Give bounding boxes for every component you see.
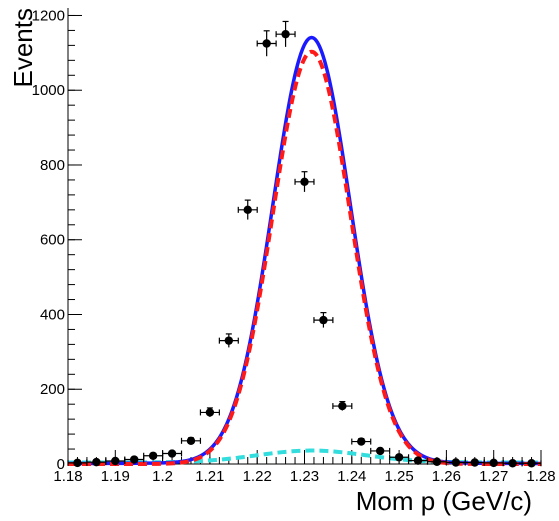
data-marker xyxy=(394,453,404,462)
data-point xyxy=(162,449,183,458)
y-tick-label: 1000 xyxy=(32,82,65,99)
data-point xyxy=(124,455,145,464)
data-points xyxy=(67,20,542,468)
x-axis: 1.18 1.19 1.2 1.21 1.22 1.23 1.24 1.25 1.26 1.27 1… xyxy=(53,450,556,485)
data-point xyxy=(256,30,277,57)
data-point xyxy=(86,457,107,467)
data-point xyxy=(521,459,542,468)
data-marker xyxy=(73,458,82,468)
y-tick-label: 1200 xyxy=(32,7,65,24)
data-point xyxy=(502,459,523,468)
data-marker xyxy=(357,437,366,446)
data-point xyxy=(275,20,296,47)
data-marker xyxy=(375,446,385,456)
data-point xyxy=(218,333,239,348)
data-marker xyxy=(508,459,517,468)
data-marker xyxy=(111,456,120,466)
data-marker xyxy=(130,455,139,464)
x-tick-label: 1.19 xyxy=(101,468,130,485)
data-point xyxy=(370,446,391,456)
data-point xyxy=(199,407,220,417)
data-marker xyxy=(148,451,158,460)
y-tick-label: 600 xyxy=(40,232,65,249)
data-marker xyxy=(413,456,423,465)
x-axis-title: Mom p (GeV/c) xyxy=(356,486,532,516)
data-point xyxy=(67,458,88,468)
x-tick-label: 1.24 xyxy=(337,468,366,485)
data-point xyxy=(407,456,429,465)
data-marker xyxy=(224,336,234,345)
y-tick-label: 0 xyxy=(57,456,65,473)
y-tick-label: 400 xyxy=(40,306,65,323)
data-marker xyxy=(489,458,498,468)
data-marker xyxy=(432,457,442,466)
data-point xyxy=(143,451,164,460)
x-tick-label: 1.23 xyxy=(290,468,319,485)
data-point xyxy=(313,312,334,328)
data-point xyxy=(237,199,258,220)
x-tick-label: 1.27 xyxy=(479,468,508,485)
data-marker xyxy=(205,408,215,417)
x-tick-label: 1.26 xyxy=(432,468,461,485)
data-marker xyxy=(281,29,290,39)
data-point xyxy=(294,171,315,192)
y-axis-title: Events xyxy=(8,8,38,88)
data-marker xyxy=(527,459,536,468)
data-point xyxy=(332,400,353,411)
y-tick-label: 200 xyxy=(40,381,65,398)
x-tick-label: 1.21 xyxy=(195,468,224,485)
data-marker xyxy=(451,458,461,467)
data-marker xyxy=(262,39,271,48)
x-tick-label: 1.22 xyxy=(243,468,272,485)
fit-curves xyxy=(68,35,542,466)
plot-frame xyxy=(67,8,541,465)
x-tick-label: 1.28 xyxy=(526,468,555,485)
data-marker xyxy=(92,457,101,467)
x-tick-label: 1.25 xyxy=(384,468,413,485)
data-marker xyxy=(300,177,309,187)
y-tick-label: 800 xyxy=(40,157,65,174)
data-marker xyxy=(338,401,347,411)
x-tick-label: 1.2 xyxy=(152,468,173,485)
total-fit-curve xyxy=(68,35,542,466)
data-marker xyxy=(167,449,177,458)
data-point xyxy=(351,437,372,446)
x-tick-label: 1.18 xyxy=(53,468,82,485)
y-axis: 0 200 400 600 800 1000 1200 xyxy=(32,7,82,473)
data-marker xyxy=(319,315,328,325)
data-marker xyxy=(243,205,252,215)
data-marker xyxy=(470,458,479,467)
signal-fit-curve xyxy=(68,49,541,466)
data-marker xyxy=(186,436,196,446)
data-point xyxy=(180,436,202,446)
data-point xyxy=(483,458,504,468)
